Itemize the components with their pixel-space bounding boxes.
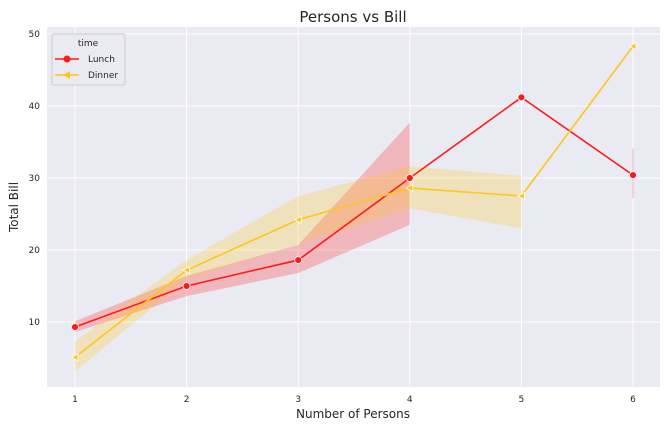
legend-dinner-label: Dinner xyxy=(88,71,118,81)
x-axis-label: Number of Persons xyxy=(296,407,410,421)
y-tick-label: 20 xyxy=(29,246,41,256)
dinner-point xyxy=(70,353,79,362)
dinner-line xyxy=(74,45,634,358)
lunch-point xyxy=(182,282,191,290)
x-tick-label: 1 xyxy=(72,395,78,405)
lunch-point xyxy=(405,174,414,182)
lunch-point xyxy=(629,171,637,180)
dinner-ci-band xyxy=(75,166,522,372)
dinner-point xyxy=(517,191,525,201)
dinner-point xyxy=(405,183,414,193)
lunch-point xyxy=(517,93,526,102)
legend-lunch-label: Lunch xyxy=(88,55,115,65)
legend-title: time xyxy=(78,39,99,49)
dinner-point xyxy=(293,215,302,224)
lunch-line xyxy=(74,96,634,328)
x-tick-label: 5 xyxy=(519,395,525,405)
lunch-point xyxy=(294,256,303,264)
y-tick-label: 10 xyxy=(29,318,41,328)
x-tick-label: 6 xyxy=(630,395,636,405)
y-tick-label: 50 xyxy=(29,30,41,40)
x-tick-label: 4 xyxy=(407,395,413,405)
dinner-point xyxy=(182,265,191,275)
lunch-point xyxy=(71,323,79,331)
y-tick-label: 40 xyxy=(29,102,41,112)
plot-area xyxy=(47,27,660,387)
chart-title: Persons vs Bill xyxy=(299,8,406,26)
x-tick-label: 3 xyxy=(295,395,301,405)
legend: time Lunch Dinner xyxy=(51,33,126,86)
legend-lunch-marker xyxy=(63,55,71,63)
y-tick-label: 30 xyxy=(29,174,41,184)
legend-dinner-marker xyxy=(63,71,70,79)
y-axis-label: Total Bill xyxy=(7,182,21,233)
dinner-point xyxy=(628,42,637,51)
x-tick-label: 2 xyxy=(184,395,190,405)
